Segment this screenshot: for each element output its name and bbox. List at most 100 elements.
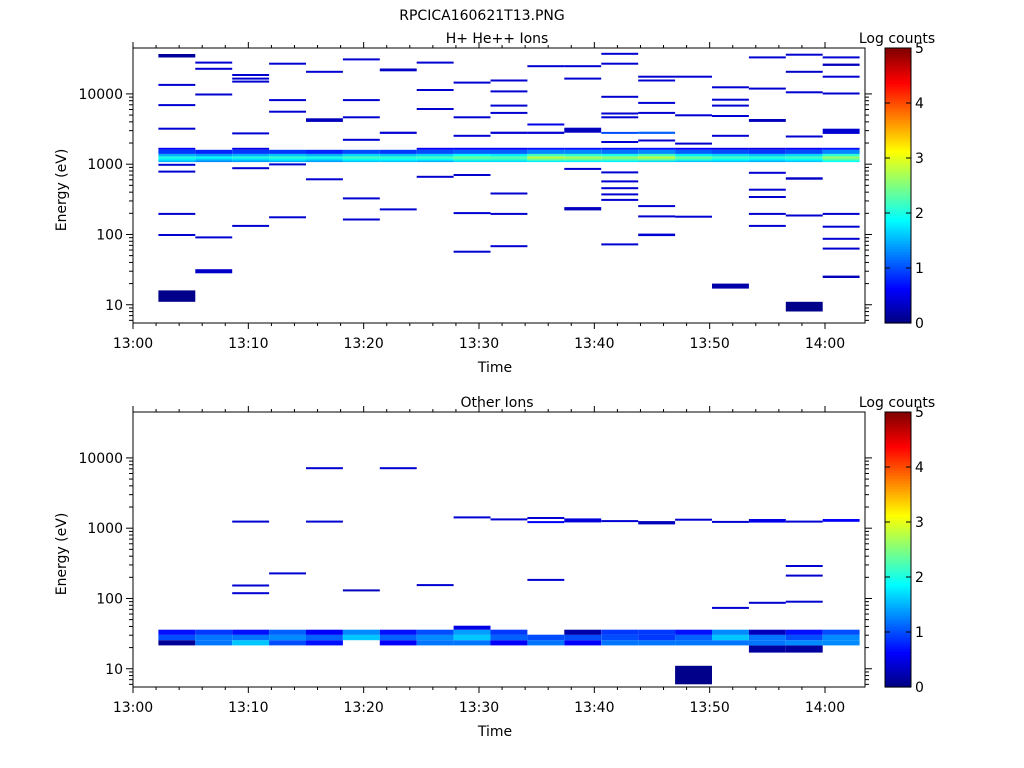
spectrogram-cell — [822, 153, 860, 157]
colorbar-segment — [885, 149, 911, 154]
spectrogram-cell — [269, 640, 306, 646]
spectrogram-cell — [195, 149, 233, 154]
spectrogram-cell — [638, 75, 676, 78]
spectrogram-cell — [564, 207, 602, 211]
spectrogram-cell — [712, 634, 749, 641]
spectrogram-cell — [453, 158, 491, 161]
colorbar-segment — [885, 445, 911, 449]
spectrogram-cell — [638, 101, 676, 104]
spectrogram-cell — [564, 167, 602, 170]
spectrogram-cell — [232, 153, 270, 157]
spectrogram-cell — [232, 80, 270, 83]
colorbar-segment — [885, 78, 911, 82]
spectrogram-cell — [675, 634, 712, 641]
colorbar-segment — [885, 235, 911, 239]
spectrogram-cell — [490, 160, 528, 163]
y-tick-label: 10000 — [78, 87, 123, 103]
colorbar-segment — [885, 472, 911, 476]
colorbar-segment — [885, 210, 911, 214]
colorbar-segment — [885, 218, 911, 222]
y-tick-label: 1000 — [87, 521, 123, 537]
spectrogram-cell — [306, 520, 343, 523]
colorbar-segment — [885, 494, 911, 498]
colorbar-segment — [885, 571, 911, 575]
colorbar-segment — [885, 163, 911, 167]
colorbar-frame — [884, 411, 912, 688]
colorbar-segment — [885, 585, 911, 589]
colorbar-segment — [885, 552, 911, 556]
colorbar-segment — [885, 555, 911, 559]
colorbar-segment — [885, 659, 911, 663]
spectrogram-cell — [822, 519, 860, 522]
spectrogram-cell — [675, 665, 712, 685]
spectrogram-cell — [306, 153, 343, 157]
spectrogram-cell — [748, 149, 786, 154]
spectrogram-cell — [379, 640, 417, 646]
spectrogram-cell — [712, 147, 749, 150]
spectrogram-cell — [712, 640, 749, 646]
x-tick-label: 14:00 — [805, 336, 845, 352]
colorbar-segment — [885, 615, 911, 619]
spectrogram-cell — [638, 149, 676, 154]
spectrogram-cell — [195, 67, 233, 70]
colorbar-segment — [885, 434, 911, 438]
spectrogram-cell — [638, 139, 676, 142]
spectrogram-cell — [342, 158, 380, 161]
colorbar-segment — [885, 72, 911, 77]
colorbar-segment — [885, 144, 911, 148]
spectrogram-cell — [342, 156, 380, 159]
colorbar-segment — [885, 270, 911, 275]
colorbar-segment — [885, 226, 911, 231]
panel-2-ylabel: Energy (eV) — [54, 513, 70, 596]
spectrogram-cell — [638, 160, 676, 163]
colorbar-segment — [885, 519, 911, 523]
colorbar-tick-label: 5 — [915, 41, 924, 57]
colorbar-segment — [885, 538, 911, 542]
colorbar-segment — [885, 456, 911, 460]
colorbar-segment — [885, 423, 911, 427]
spectrogram-cell — [712, 104, 749, 107]
spectrogram-cell — [527, 578, 565, 581]
x-tick-label: 13:50 — [689, 700, 729, 716]
colorbar-segment — [885, 447, 911, 452]
spectrogram-cell — [416, 634, 454, 641]
spectrogram-cell — [601, 95, 639, 98]
spectrogram-cell — [822, 92, 860, 95]
colorbar-segment — [885, 414, 911, 419]
colorbar-segment — [885, 557, 911, 562]
spectrogram-cell — [342, 99, 380, 102]
colorbar-segment — [885, 177, 911, 181]
spectrogram-cell — [785, 645, 823, 653]
spectrogram-cell — [195, 61, 233, 64]
colorbar-tick-label: 3 — [915, 151, 924, 167]
colorbar-segment — [885, 314, 911, 319]
spectrogram-cell — [379, 158, 417, 161]
spectrogram-cell — [601, 198, 639, 201]
spectrogram-cell — [342, 629, 380, 635]
spectrogram-cell — [638, 215, 676, 218]
spectrogram-cell — [527, 153, 565, 157]
colorbar-segment — [885, 662, 911, 666]
colorbar-segment — [885, 279, 911, 283]
colorbar-segment — [885, 464, 911, 468]
colorbar-segment — [885, 298, 911, 302]
colorbar-segment — [885, 486, 911, 490]
colorbar-segment — [885, 502, 911, 507]
spectrogram-cell — [822, 237, 860, 240]
colorbar-segment — [885, 122, 911, 126]
colorbar-segment — [885, 136, 911, 140]
y-tick-label: 10 — [105, 662, 123, 678]
panel-2-colorbar: 0 1 2 3 4 5 — [884, 405, 924, 696]
colorbar-segment — [885, 306, 911, 310]
spectrogram-cell — [379, 68, 417, 72]
spectrogram-cell — [195, 156, 233, 159]
spectrogram-cell — [453, 134, 491, 137]
spectrogram-cell — [453, 153, 491, 157]
spectrogram-cell — [785, 160, 823, 163]
spectrogram-cell — [785, 301, 823, 312]
spectrogram-cell — [564, 77, 602, 80]
panel-2-axes: 13:00 13:10 13:20 13:30 13:40 13:50 14:00 10 100… — [78, 406, 872, 716]
colorbar-segment — [885, 320, 911, 324]
spectrogram-cell — [822, 56, 860, 59]
spectrogram-cell — [527, 149, 565, 154]
